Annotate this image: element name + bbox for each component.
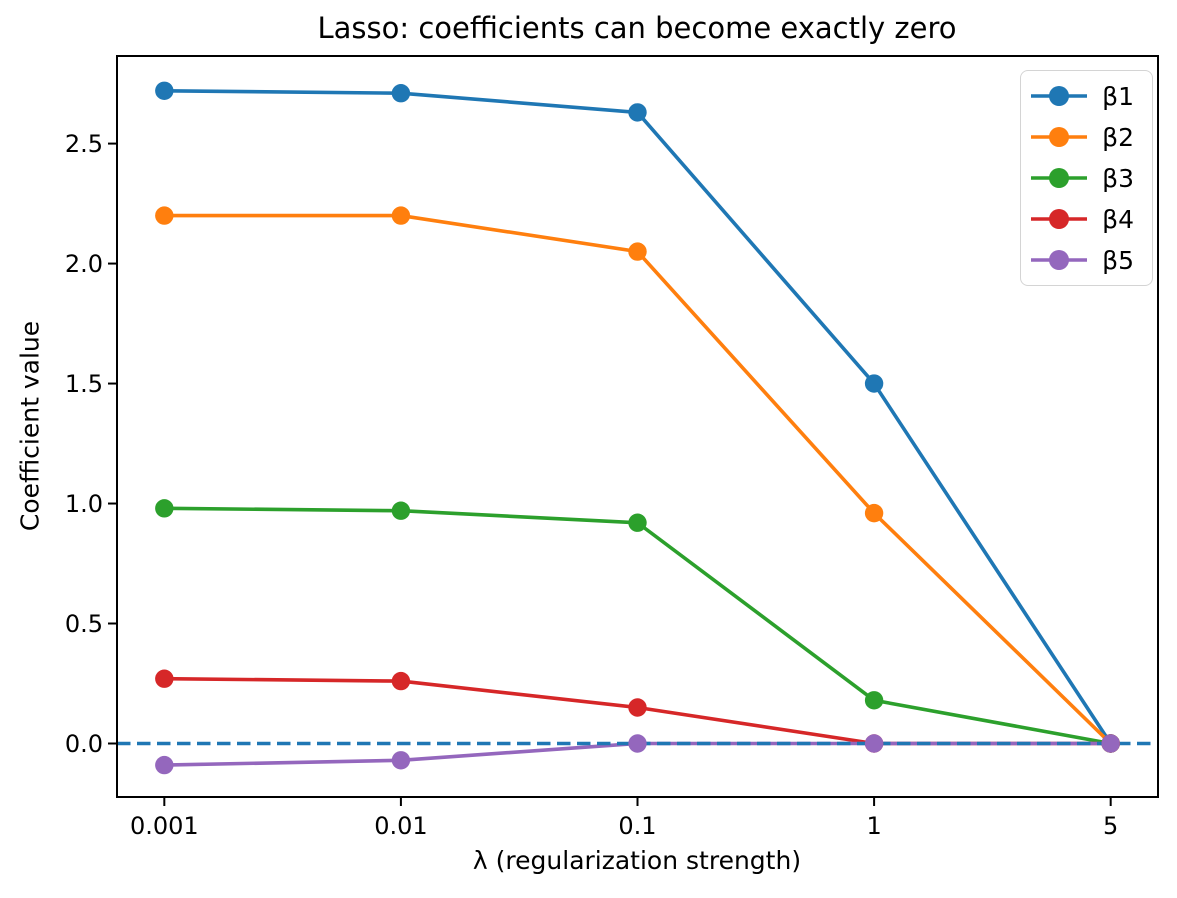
series-markers-β5	[155, 734, 1120, 775]
legend-label: β1	[1102, 81, 1134, 111]
legend-line-marker-icon	[1031, 168, 1088, 188]
legend-label: β5	[1102, 245, 1134, 275]
legend-label: β2	[1102, 122, 1134, 152]
series-markers-β1	[155, 81, 1120, 753]
x-tick-label: 5	[1103, 812, 1118, 840]
legend-entry-β4: β4	[1030, 203, 1134, 235]
series-line-β1	[164, 88, 1113, 745]
legend-entry-β1: β1	[1030, 80, 1134, 112]
y-tick-label: 2.5	[65, 130, 103, 158]
chart-title: Lasso: coefficients can become exactly z…	[317, 11, 957, 45]
x-tick-label: 0.01	[374, 812, 427, 840]
series-markers	[155, 81, 1120, 775]
x-axis-ticks: 0.001 0.01 0.1 1 5	[130, 797, 1118, 840]
y-tick-label: 1.0	[65, 490, 103, 518]
legend-line-marker-icon	[1031, 86, 1088, 106]
series-lines	[164, 88, 1113, 767]
x-tick-label: 0.1	[618, 812, 656, 840]
y-tick-label: 0.0	[65, 730, 103, 758]
x-axis-label: λ (regularization strength)	[472, 846, 802, 875]
legend-line-marker-icon	[1031, 209, 1088, 229]
y-tick-label: 0.5	[65, 610, 103, 638]
legend-line-marker-icon	[1031, 127, 1088, 147]
y-tick-label: 1.5	[65, 370, 103, 398]
legend-entry-β5: β5	[1030, 244, 1134, 276]
series-markers-β2	[155, 206, 1120, 753]
y-tick-label: 2.0	[65, 250, 103, 278]
legend: β1 β2 β3 β4 β5	[1020, 70, 1153, 286]
legend-entry-β3: β3	[1030, 162, 1134, 194]
legend-label: β3	[1102, 163, 1134, 193]
plot-frame	[116, 55, 1159, 798]
legend-line-marker-icon	[1031, 250, 1088, 270]
x-tick-label: 0.001	[130, 812, 199, 840]
x-tick-label: 1	[866, 812, 881, 840]
y-axis-label: Coefficient value	[15, 320, 45, 532]
series-line-β2	[164, 213, 1112, 745]
y-axis-ticks: 0.0 0.5 1.0 1.5 2.0 2.5	[65, 130, 117, 758]
legend-entry-β2: β2	[1030, 121, 1134, 153]
legend-label: β4	[1102, 204, 1134, 234]
